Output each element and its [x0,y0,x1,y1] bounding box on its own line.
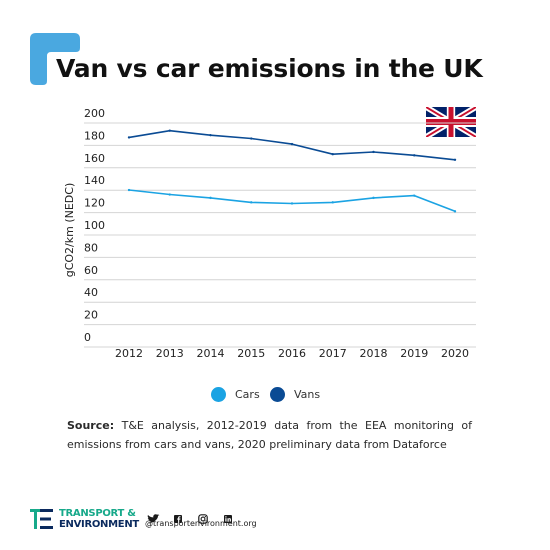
x-tick-label: 2012 [115,347,143,360]
x-tick-label: 2018 [360,347,388,360]
y-tick-label: 100 [84,219,105,232]
source-text: T&E analysis, 2012-2019 data from the EE… [67,419,473,451]
x-tick-label: 2016 [278,347,306,360]
data-point-vans [250,137,253,140]
website-handle[interactable]: @transportenvironment.org [145,519,257,528]
transport-environment-logo[interactable]: TRANSPORT & ENVIRONMENT [30,508,139,530]
chart-legend: Cars Vans [0,384,550,404]
y-axis-label: gCO2/km (NEDC) [63,183,76,278]
y-tick-label: 200 [84,107,105,120]
y-tick-label: 160 [84,152,105,165]
x-tick-label: 2020 [441,347,469,360]
data-point-cars [331,201,334,204]
data-point-vans [413,154,416,157]
y-tick-label: 40 [84,286,98,299]
data-point-vans [290,142,294,146]
legend-item-vans: Vans [270,384,320,404]
data-point-cars [209,196,212,200]
page-title: Van vs car emissions in the UK [56,54,483,83]
x-tick-label: 2019 [400,347,428,360]
y-tick-label: 140 [84,174,105,187]
social-links [146,509,235,524]
linkedin-icon[interactable] [221,509,235,523]
data-point-cars [372,196,375,200]
source-label: Source: [67,419,115,432]
legend-label-vans: Vans [294,387,321,401]
logo-line-2: ENVIRONMENT [59,519,139,530]
data-point-vans [331,153,334,156]
y-tick-label: 20 [84,309,98,322]
data-point-cars [290,202,294,205]
data-point-vans [168,129,171,132]
x-tick-label: 2015 [237,347,265,360]
data-point-cars [127,188,131,192]
te-logo-icon [30,509,53,529]
y-tick-label: 60 [84,264,98,277]
data-point-vans [453,158,457,161]
y-tick-label: 180 [84,129,105,142]
twitter-icon[interactable] [146,509,160,523]
x-tick-label: 2017 [319,347,347,360]
data-point-vans [372,150,375,154]
legend-item-cars: Cars [211,384,260,404]
brand-corner-mark [30,33,80,85]
legend-label-cars: Cars [235,387,260,401]
data-point-vans [127,136,131,139]
instagram-icon[interactable] [196,509,210,524]
data-point-cars [453,210,457,213]
series-line-cars [128,189,456,213]
x-tick-label: 2014 [197,347,225,360]
y-tick-label: 80 [84,241,98,254]
emissions-line-chart: 0 20 40 60 80 100 120 140 160 180 200 2012 2013 2014 2… [63,107,476,360]
source-note: Source: T&E analysis, 2012-2019 data fro… [67,416,472,454]
data-point-cars [168,193,171,196]
legend-swatch-vans [270,386,285,402]
facebook-icon[interactable] [171,509,185,523]
data-point-cars [413,194,416,197]
union-jack-flag-icon [426,107,476,137]
data-point-vans [209,133,212,137]
x-tick-label: 2013 [156,347,184,360]
y-tick-label: 0 [84,331,91,344]
logo-line-1: TRANSPORT & [59,508,136,519]
legend-swatch-cars [211,386,226,402]
data-point-cars [250,201,253,204]
y-tick-label: 120 [84,197,105,210]
